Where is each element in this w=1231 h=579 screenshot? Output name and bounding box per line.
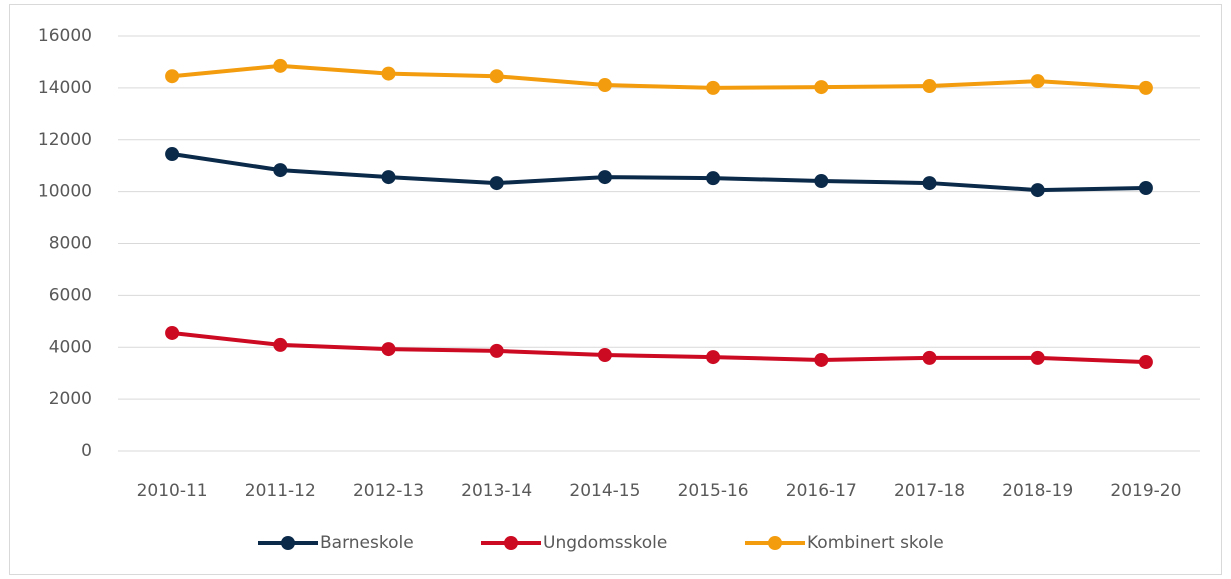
y-tick-label: 16000 — [38, 26, 92, 46]
y-tick-label: 8000 — [49, 234, 92, 254]
series-line — [171, 330, 1146, 365]
y-tick-label: 14000 — [38, 78, 92, 98]
x-tick-label: 2016-17 — [786, 481, 857, 501]
legend-label: Ungdomsskole — [543, 533, 667, 553]
x-tick-label: 2011-12 — [245, 481, 316, 501]
y-tick-label: 4000 — [49, 337, 92, 357]
data-point — [1030, 183, 1045, 198]
data-point — [706, 350, 721, 365]
x-tick-label: 2019-20 — [1110, 481, 1181, 501]
data-point — [1138, 80, 1153, 95]
x-tick-label: 2013-14 — [461, 481, 532, 501]
data-point — [922, 176, 937, 191]
data-point — [814, 352, 829, 367]
data-point — [814, 173, 829, 188]
data-point — [273, 58, 288, 73]
data-point — [706, 80, 721, 95]
data-point — [489, 69, 504, 84]
series-line — [171, 152, 1146, 193]
data-point — [922, 79, 937, 94]
y-tick-label: 2000 — [49, 389, 92, 409]
x-tick-label: 2015-16 — [678, 481, 749, 501]
x-tick-label: 2012-13 — [353, 481, 424, 501]
data-point — [1138, 355, 1153, 370]
data-point — [381, 342, 396, 357]
data-point — [381, 170, 396, 185]
data-point — [381, 66, 396, 81]
legend-marker — [768, 536, 782, 550]
data-point — [165, 69, 180, 84]
data-point — [165, 147, 180, 162]
data-point — [1138, 180, 1153, 195]
chart-frame — [9, 4, 1222, 575]
y-tick-label: 10000 — [38, 182, 92, 202]
legend-label: Barneskole — [320, 533, 414, 553]
legend-marker — [504, 536, 518, 550]
data-point — [1030, 74, 1045, 89]
y-tick-label: 0 — [81, 441, 92, 461]
legend-label: Kombinert skole — [807, 533, 944, 553]
data-point — [273, 337, 288, 352]
data-point — [273, 163, 288, 178]
data-point — [597, 78, 612, 93]
y-tick-label: 6000 — [49, 285, 92, 305]
data-point — [922, 350, 937, 365]
data-point — [489, 343, 504, 358]
y-tick-label: 12000 — [38, 130, 92, 150]
series-line — [171, 63, 1147, 90]
data-point — [489, 176, 504, 191]
x-tick-label: 2010-11 — [137, 481, 208, 501]
legend-marker — [281, 536, 295, 550]
data-point — [597, 170, 612, 185]
x-tick-label: 2014-15 — [569, 481, 640, 501]
data-point — [1030, 350, 1045, 365]
data-point — [814, 80, 829, 95]
data-point — [597, 348, 612, 363]
x-tick-label: 2018-19 — [1002, 481, 1073, 501]
data-point — [706, 171, 721, 186]
x-tick-label: 2017-18 — [894, 481, 965, 501]
data-point — [165, 325, 180, 340]
